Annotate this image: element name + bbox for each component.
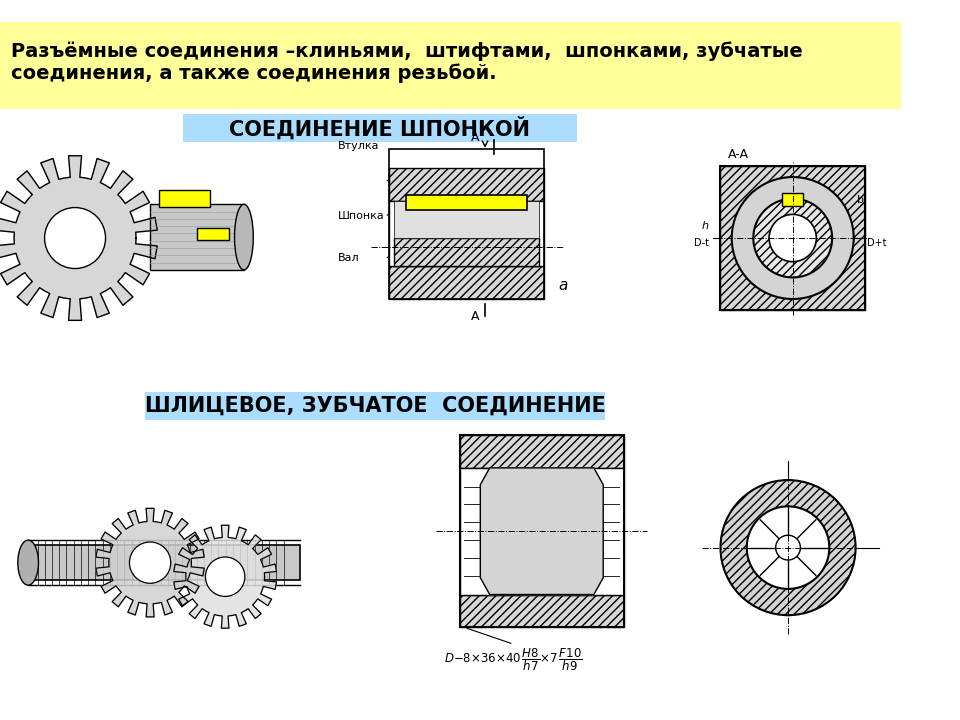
- Bar: [150, 204, 244, 270]
- Bar: [460, 595, 624, 627]
- Bar: [721, 166, 865, 310]
- Circle shape: [732, 177, 853, 299]
- Circle shape: [205, 557, 245, 596]
- Text: A-A: A-A: [728, 148, 749, 161]
- Polygon shape: [174, 526, 276, 628]
- Bar: [390, 149, 544, 299]
- Circle shape: [769, 215, 816, 261]
- Ellipse shape: [18, 540, 38, 585]
- Text: Разъёмные соединения –клиньями,  штифтами,  шпонками, зубчатые: Разъёмные соединения –клиньями, штифтами…: [12, 41, 803, 60]
- Bar: [394, 238, 540, 266]
- Text: соединения, а также соединения резьбой.: соединения, а также соединения резьбой.: [12, 63, 497, 83]
- Text: A: A: [471, 310, 479, 323]
- Bar: [159, 190, 210, 207]
- Circle shape: [754, 199, 832, 277]
- Text: Вал: Вал: [338, 253, 359, 264]
- Circle shape: [747, 506, 829, 589]
- Circle shape: [721, 480, 855, 615]
- Bar: [28, 545, 300, 580]
- Bar: [394, 200, 540, 238]
- Bar: [390, 200, 544, 266]
- Bar: [460, 435, 624, 627]
- Circle shape: [130, 542, 171, 583]
- Bar: [390, 168, 544, 200]
- Bar: [390, 266, 544, 299]
- Circle shape: [44, 207, 106, 269]
- Text: $D\mathit{-}8{\times}36{\times}40\,\dfrac{H8}{h7}{\times}7\,\dfrac{F10}{h9}$: $D\mathit{-}8{\times}36{\times}40\,\dfra…: [444, 646, 583, 672]
- Bar: [721, 166, 865, 310]
- Bar: [197, 228, 228, 240]
- Polygon shape: [480, 468, 603, 595]
- Text: a: a: [558, 278, 567, 292]
- Circle shape: [776, 535, 801, 560]
- Polygon shape: [0, 156, 157, 320]
- Text: ШЛИЦЕВОЕ, ЗУБЧАТОЕ  СОЕДИНЕНИЕ: ШЛИЦЕВОЕ, ЗУБЧАТОЕ СОЕДИНЕНИЕ: [145, 396, 606, 416]
- Polygon shape: [96, 508, 204, 617]
- Text: D+t: D+t: [867, 238, 886, 248]
- Text: b: b: [856, 195, 863, 205]
- Bar: [460, 435, 624, 468]
- Text: A: A: [471, 132, 479, 145]
- Text: СОЕДИНЕНИЕ ШПОНКОЙ: СОЕДИНЕНИЕ ШПОНКОЙ: [229, 117, 531, 140]
- Text: h: h: [702, 220, 708, 230]
- Bar: [0, 22, 900, 109]
- Bar: [183, 114, 577, 143]
- Text: Втулка: Втулка: [338, 141, 379, 151]
- Bar: [406, 195, 527, 210]
- Ellipse shape: [234, 204, 253, 270]
- Bar: [460, 468, 624, 595]
- Bar: [782, 193, 804, 206]
- Bar: [145, 392, 605, 420]
- Text: D-t: D-t: [694, 238, 709, 248]
- Text: Шпонка: Шпонка: [338, 211, 384, 221]
